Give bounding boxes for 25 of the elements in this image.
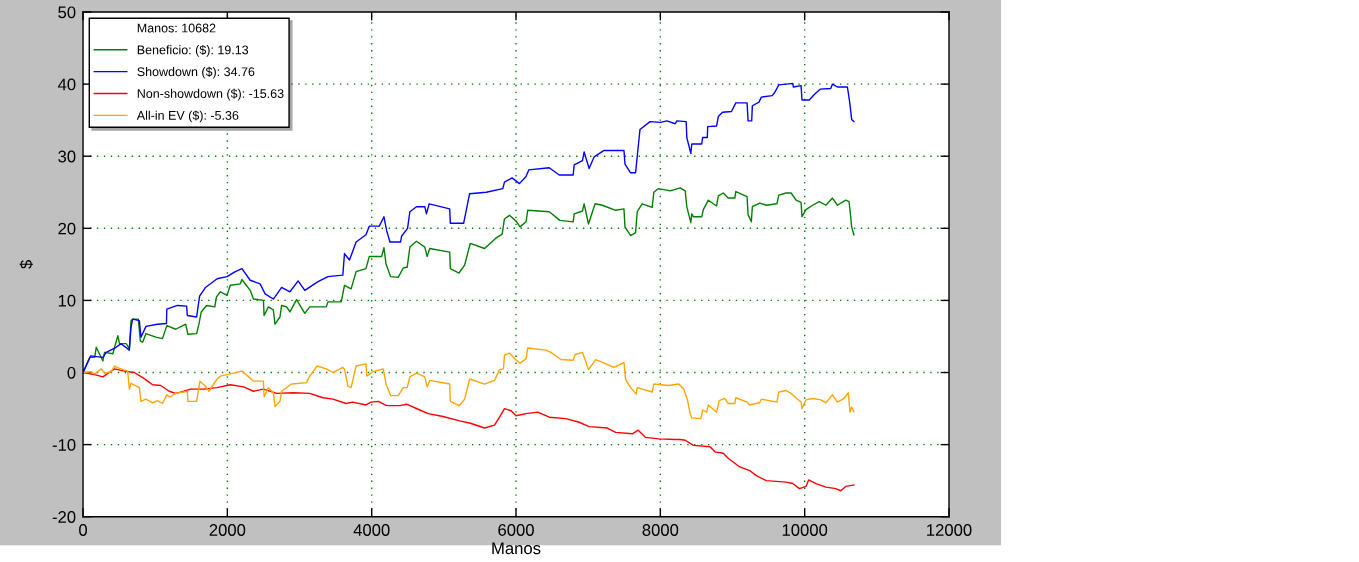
x-tick-label: 0 xyxy=(79,524,88,536)
legend-title: Manos: 10682 xyxy=(137,23,216,33)
y-tick-label: -20 xyxy=(52,511,76,523)
y-tick-label: 20 xyxy=(58,222,76,235)
x-axis-title: Manos xyxy=(492,542,541,555)
x-tick-label: 10000 xyxy=(782,524,828,536)
y-tick-label: 50 xyxy=(58,6,76,19)
y-tick-label: 40 xyxy=(57,78,76,91)
x-tick-label: 8000 xyxy=(642,524,679,536)
legend-label: All-in EV ($): -5.36 xyxy=(136,110,239,123)
x-tick-label: 12000 xyxy=(927,524,972,536)
y-tick-label: -10 xyxy=(52,439,76,451)
y-axis-title: $ xyxy=(19,260,34,269)
x-tick-label: 6000 xyxy=(498,524,534,536)
line-series xyxy=(83,82,855,374)
x-tick-label: 4000 xyxy=(353,524,390,536)
line-series xyxy=(83,347,855,420)
legend-label: Showdown ($): 34.76 xyxy=(137,66,255,79)
y-tick-label: 30 xyxy=(58,150,76,163)
x-tick-label: 2000 xyxy=(209,524,246,536)
y-tick-label: 10 xyxy=(58,294,76,307)
legend-label: Non-showdown ($): -15.63 xyxy=(137,88,284,101)
legend-label: Beneficio: ($): 19.13 xyxy=(137,44,249,57)
line-series xyxy=(83,368,855,492)
y-tick-label: 0 xyxy=(67,366,76,379)
